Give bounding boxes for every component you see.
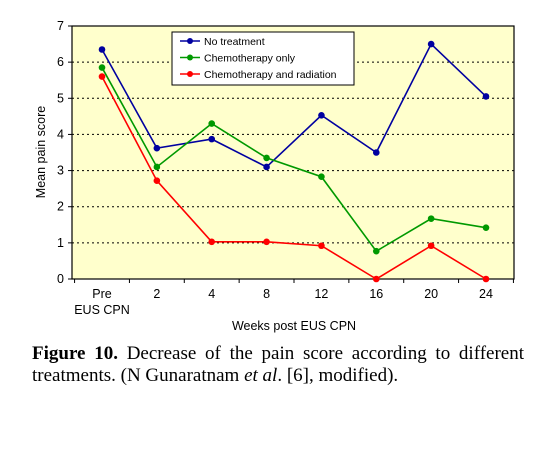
y-tick-label: 1 [57, 236, 64, 250]
y-tick-label: 3 [57, 164, 64, 178]
series-line [101, 67, 487, 253]
data-point [482, 224, 490, 231]
data-point [372, 149, 380, 156]
legend-label: No treatment [204, 36, 265, 48]
y-tick-label: 0 [57, 272, 64, 286]
x-tick-label: 16 [369, 287, 383, 301]
data-point [427, 215, 435, 222]
legend-box [171, 31, 355, 86]
legend-marker [187, 54, 193, 61]
data-point [153, 144, 161, 152]
data-point [318, 242, 325, 250]
data-point [263, 238, 270, 246]
data-point [372, 275, 380, 283]
y-axis-ticks: 0 1 2 3 4 5 6 7 [57, 19, 72, 286]
caption-text-end: . [6], modified). [277, 365, 399, 386]
data-point [427, 40, 435, 48]
data-point [208, 238, 216, 246]
series-3 [98, 73, 490, 283]
data-point [482, 93, 490, 100]
caption-italic: et al [244, 365, 278, 386]
x-axis-label: Weeks post EUS CPN [232, 319, 356, 333]
data-point [153, 177, 161, 184]
legend-marker [187, 38, 193, 44]
data-point [318, 111, 325, 119]
caption-label: Figure 10. [32, 343, 118, 364]
y-tick-label: 4 [57, 127, 64, 141]
data-point [263, 163, 270, 171]
figure-caption: Figure 10. Decrease of the pain score ac… [32, 343, 524, 387]
data-point [482, 275, 490, 283]
x-tick-label: 20 [424, 287, 438, 301]
legend: No treatment Chemotherapy only Chemotherap… [171, 31, 355, 86]
data-point [372, 247, 380, 255]
data-point [98, 46, 106, 53]
data-point [427, 242, 435, 250]
series-line [101, 76, 487, 280]
series-1 [98, 40, 490, 171]
data-point [208, 135, 216, 143]
data-point [98, 64, 106, 71]
data-point [153, 163, 161, 171]
x-tick-label: 2 [153, 287, 160, 301]
y-axis-label: Mean pain score [34, 106, 48, 198]
data-point [318, 173, 325, 181]
data-point [208, 120, 216, 127]
series-2 [98, 64, 490, 255]
x-tick-label: 4 [208, 287, 215, 301]
y-tick-label: 6 [57, 55, 64, 69]
legend-marker [187, 71, 193, 77]
caption-text: Decrease of the pain score according to … [32, 343, 524, 386]
x-tick-label: 8 [263, 287, 270, 301]
x-tick-label: 12 [314, 287, 328, 301]
y-tick-label: 7 [57, 19, 64, 33]
y-tick-label: 2 [57, 200, 64, 214]
legend-label: Chemotherapy only [204, 53, 296, 65]
y-tick-label: 5 [57, 91, 64, 105]
data-point [263, 154, 270, 162]
series-line [101, 42, 487, 168]
legend-label: Chemotherapy and radiation [204, 69, 337, 81]
x-tick-label: 24 [479, 287, 493, 301]
x-tick-label: Pre EUS CPN [74, 287, 130, 317]
data-point [98, 73, 106, 80]
series-group [98, 40, 490, 283]
